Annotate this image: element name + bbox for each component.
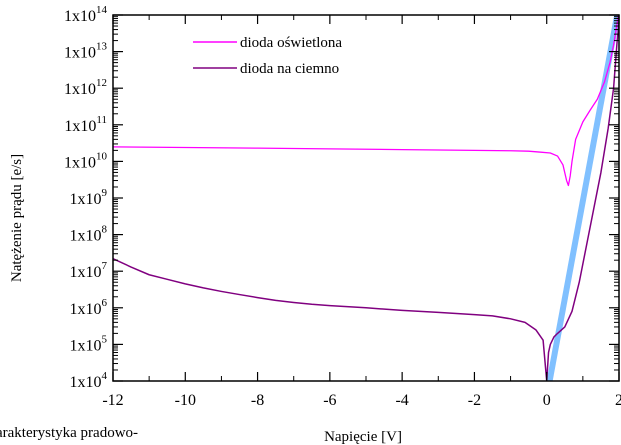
y-tick-label: 1x106 [70,297,108,318]
fit-line [546,15,619,381]
y-tick-label: 1x1013 [64,41,108,62]
x-tick-label: -6 [323,392,336,409]
plot-frame [112,14,620,382]
x-axis-title: Napięcie [V] [324,429,402,445]
y-tick-label: 1x1014 [64,4,108,25]
y-axis-title: Natężenie prądu [e/s] [9,154,25,282]
series-line-1 [113,15,619,187]
y-tick-label: 1x105 [70,333,108,354]
x-tick-label: 2 [615,392,621,409]
legend-label: dioda oświetlona [240,35,342,51]
y-tick-label: 1x1012 [64,77,107,98]
legend-label: dioda na ciemno [240,61,339,77]
x-tick-label: -2 [468,392,481,409]
figure-caption: arakterystyka pradowo- [0,425,139,441]
y-tick-label: 1x107 [70,260,108,281]
x-tick-label: 0 [543,392,551,409]
y-tick-label: 1x1011 [64,114,107,135]
x-tick-label: -4 [395,392,408,409]
y-tick-label: 1x1010 [64,150,108,171]
y-tick-label: 1x104 [70,370,108,391]
y-tick-label: 1x109 [70,187,108,208]
x-tick-label: -10 [175,392,196,409]
series-line-2 [113,22,619,381]
x-tick-label: -12 [102,392,123,409]
x-tick-label: -8 [251,392,264,409]
y-tick-label: 1x108 [70,224,108,245]
